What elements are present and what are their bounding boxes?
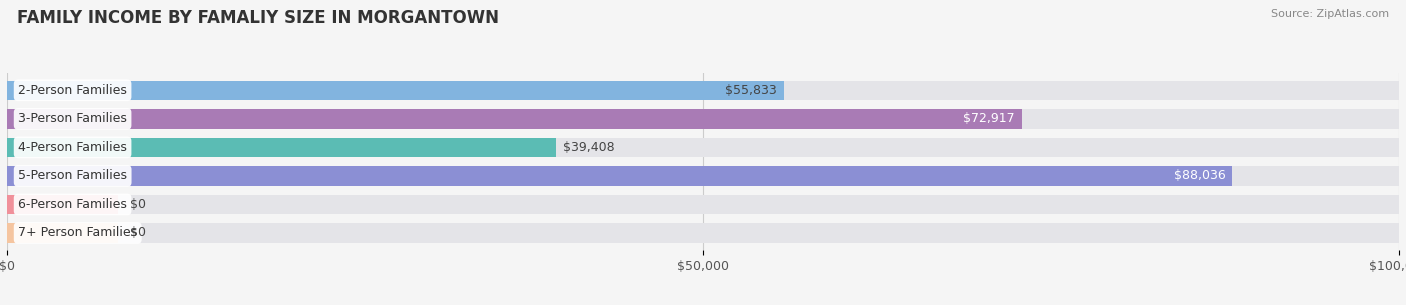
Bar <box>7 223 1399 243</box>
Text: 4-Person Families: 4-Person Families <box>18 141 127 154</box>
Text: $0: $0 <box>129 198 145 211</box>
Bar <box>7 109 1022 128</box>
Bar <box>7 138 555 157</box>
Text: FAMILY INCOME BY FAMALIY SIZE IN MORGANTOWN: FAMILY INCOME BY FAMALIY SIZE IN MORGANT… <box>17 9 499 27</box>
Text: $0: $0 <box>129 227 145 239</box>
Text: $88,036: $88,036 <box>1174 169 1226 182</box>
Text: $55,833: $55,833 <box>725 84 778 97</box>
Bar <box>7 109 1399 128</box>
Text: 3-Person Families: 3-Person Families <box>18 112 127 125</box>
Text: 6-Person Families: 6-Person Families <box>18 198 127 211</box>
Bar <box>7 223 118 243</box>
Bar <box>7 138 1399 157</box>
Text: $72,917: $72,917 <box>963 112 1015 125</box>
Bar <box>7 81 785 100</box>
Text: 5-Person Families: 5-Person Families <box>18 169 127 182</box>
Bar <box>7 166 1233 186</box>
Text: 7+ Person Families: 7+ Person Families <box>18 227 138 239</box>
Bar <box>7 81 1399 100</box>
Text: $39,408: $39,408 <box>562 141 614 154</box>
Bar <box>7 166 1399 186</box>
Bar <box>7 195 1399 214</box>
Text: Source: ZipAtlas.com: Source: ZipAtlas.com <box>1271 9 1389 19</box>
Bar <box>7 195 118 214</box>
Text: 2-Person Families: 2-Person Families <box>18 84 127 97</box>
